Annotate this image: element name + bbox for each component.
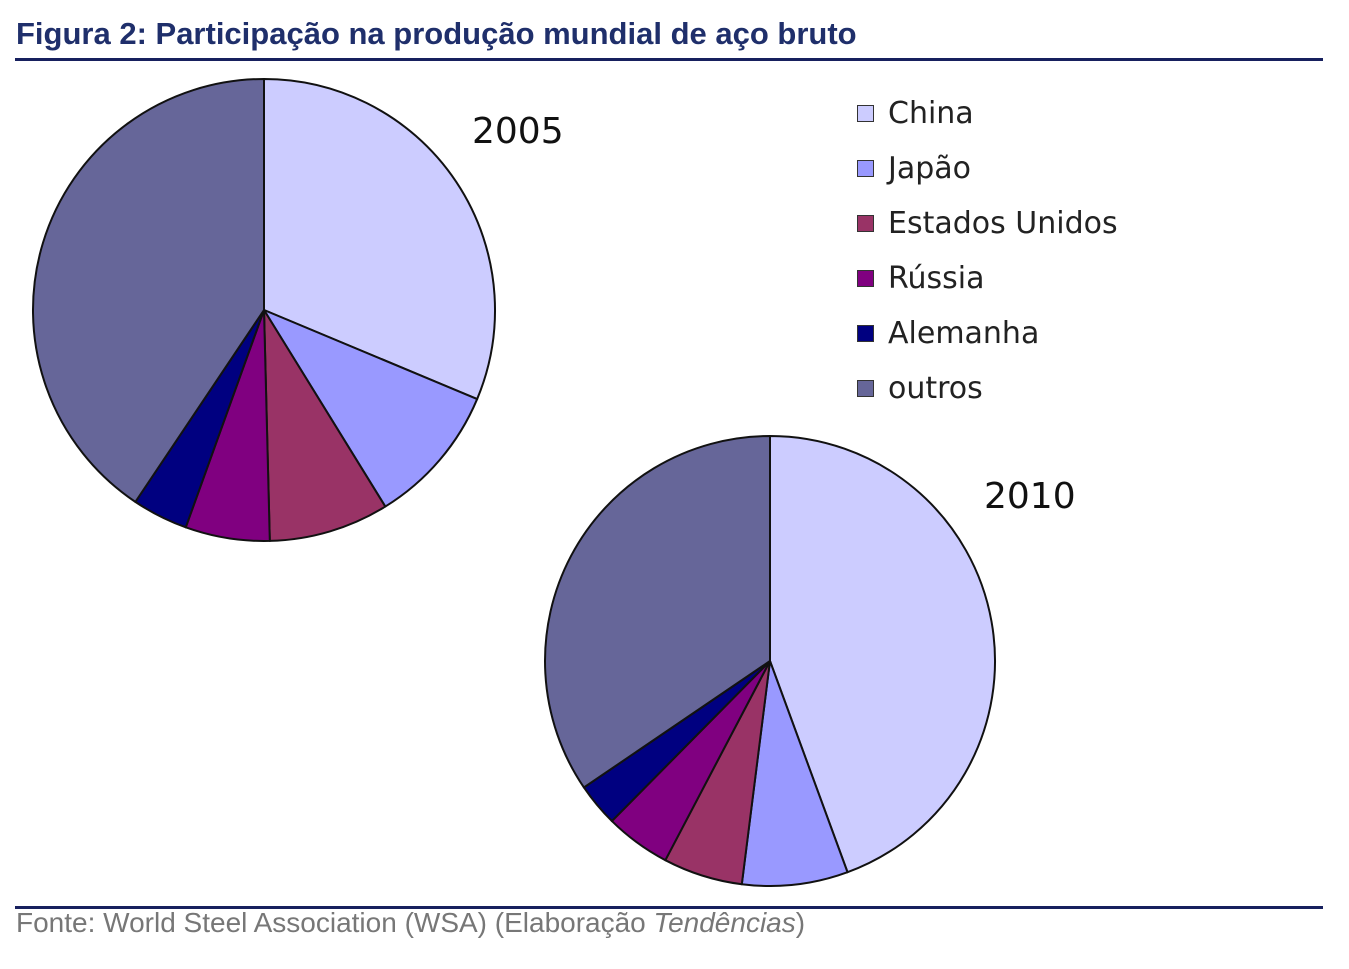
legend-swatch-japao (857, 160, 874, 177)
figure-title: Figura 2: Participação na produção mundi… (16, 16, 857, 51)
source-italic-text: Tendências (653, 907, 796, 938)
source-text: Fonte: World Steel Association (WSA) (El… (16, 907, 654, 938)
pie-2005-year-label: 2005 (472, 111, 564, 152)
legend-label-russia: Rússia (888, 261, 985, 296)
legend-swatch-alemanha (857, 325, 874, 342)
legend-label-estados-unidos: Estados Unidos (888, 206, 1118, 241)
legend-item-outros: outros (857, 361, 1118, 416)
source-closing: ) (795, 907, 806, 938)
pie-2005-slice-japao (263, 309, 479, 508)
top-rule (15, 58, 1323, 61)
pie-2005-slice-outros (31, 78, 265, 503)
legend-item-alemanha: Alemanha (857, 306, 1118, 361)
pie-2010 (544, 435, 996, 887)
legend-swatch-estados-unidos (857, 215, 874, 232)
pie-2010-slice-china (769, 435, 996, 874)
pie-2005-slice-estados-unidos (263, 309, 387, 542)
legend-item-russia: Rússia (857, 251, 1118, 306)
legend-item-japao: Japão (857, 141, 1118, 196)
legend-label-china: China (888, 96, 974, 131)
legend-label-alemanha: Alemanha (888, 316, 1040, 351)
legend-item-china: China (857, 86, 1118, 141)
pie-2010-slice-outros (544, 435, 771, 789)
source-note: Fonte: World Steel Association (WSA) (El… (16, 907, 805, 939)
pie-2005-slice-china (263, 78, 496, 401)
legend-swatch-china (857, 105, 874, 122)
legend-label-outros: outros (888, 371, 983, 406)
bottom-rule (15, 906, 1323, 909)
pie-2010-slice-japao (740, 660, 849, 887)
legend-item-estados-unidos: Estados Unidos (857, 196, 1118, 251)
legend: China Japão Estados Unidos Rússia Aleman… (857, 86, 1118, 416)
legend-label-japao: Japão (888, 151, 972, 186)
legend-swatch-outros (857, 380, 874, 397)
pie-2010-year-label: 2010 (984, 476, 1076, 517)
pie-2005 (31, 78, 496, 542)
legend-swatch-russia (857, 270, 874, 287)
